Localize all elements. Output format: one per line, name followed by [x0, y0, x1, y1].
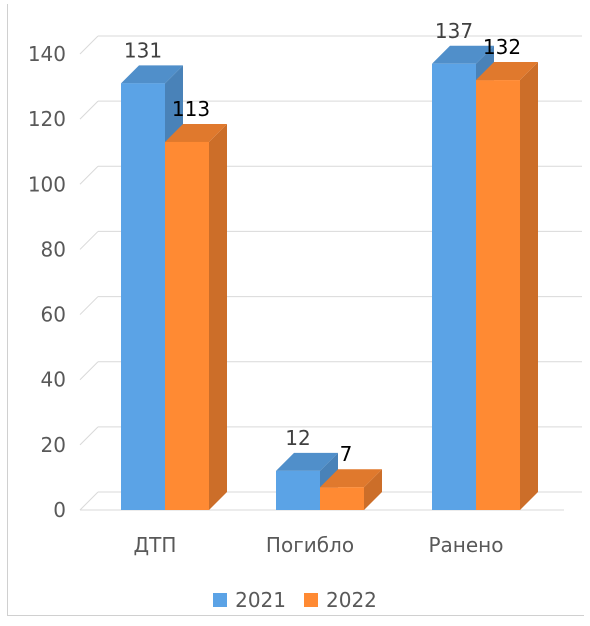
gridline-side-120: [79, 100, 99, 120]
bar-top-2022-2: [476, 62, 538, 81]
gridline-side-140: [79, 35, 99, 55]
gridline-side-20: [79, 426, 99, 446]
y-tick-label-100: 100: [28, 172, 66, 196]
gridline-side-0: [79, 491, 99, 511]
bar-top-2022-1: [320, 469, 382, 488]
legend-item-2022: 2022: [304, 588, 377, 612]
data-label-2021-2: 137: [435, 19, 473, 43]
legend-swatch-2021: [213, 593, 228, 607]
bar-2022-2: [476, 80, 520, 511]
bar-2021-0: [121, 83, 165, 511]
legend-label-2021: 2021: [235, 588, 286, 612]
data-label-2021-0: 131: [124, 38, 162, 62]
y-tick-label-20: 20: [41, 433, 66, 457]
y-tick-label-140: 140: [28, 42, 66, 66]
bar-top-2021-1: [276, 452, 338, 471]
y-tick-label-40: 40: [41, 368, 66, 392]
gridline-side-40: [79, 361, 99, 381]
y-tick-label-80: 80: [41, 237, 66, 261]
bar-top-2021-2: [432, 45, 494, 64]
bar-side-2022-1: [364, 469, 382, 510]
y-tick-label-120: 120: [28, 107, 66, 131]
bar-2021-2: [432, 63, 476, 511]
bar-top-2022-0: [165, 123, 227, 142]
x-category-label-1: Погибло: [266, 533, 354, 557]
legend-item-2021: 2021: [213, 588, 286, 612]
bar-side-2022-2: [520, 62, 538, 511]
bar-top-2021-0: [121, 65, 183, 84]
data-label-2022-1: 7: [340, 442, 353, 466]
bar-side-2022-0: [209, 123, 227, 510]
bar-2022-1: [320, 487, 364, 510]
bar-2022-0: [165, 141, 209, 510]
gridline-side-80: [79, 231, 99, 250]
legend: 2021 2022: [0, 585, 590, 615]
bar-2021-1: [276, 470, 320, 510]
gridline-side-60: [79, 296, 99, 315]
y-tick-label-60: 60: [41, 303, 66, 327]
chart-frame: [7, 4, 584, 616]
y-tick-label-0: 0: [53, 498, 66, 522]
legend-swatch-2022: [304, 593, 318, 607]
gridline-side-100: [79, 165, 99, 185]
x-category-label-2: Ранено: [428, 533, 503, 557]
legend-label-2022: 2022: [326, 588, 377, 612]
data-label-2022-0: 113: [172, 97, 210, 121]
data-label-2022-2: 132: [483, 35, 521, 59]
data-label-2021-1: 12: [285, 426, 310, 450]
x-category-label-0: ДТП: [134, 533, 177, 557]
